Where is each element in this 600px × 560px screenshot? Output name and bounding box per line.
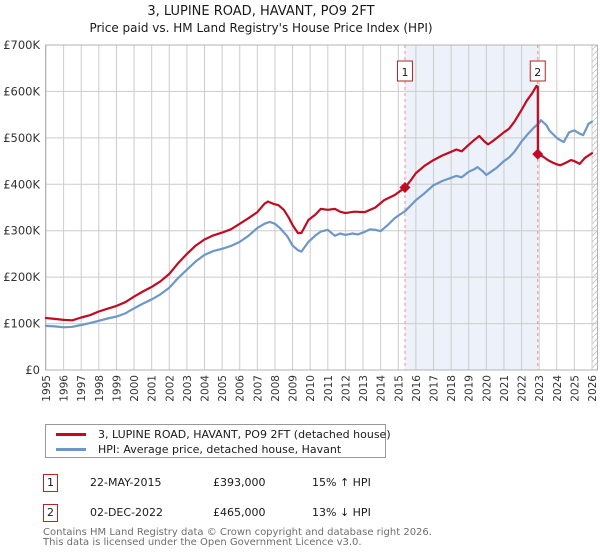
legend: 3, LUPINE ROAD, HAVANT, PO9 2FT (detache… <box>45 424 391 458</box>
sale-2-label-box <box>529 60 546 82</box>
x-axis-tick-label: 2000 <box>129 375 141 402</box>
x-axis-tick-label: 2002 <box>164 375 176 402</box>
sale-1-label: 1 <box>401 66 408 79</box>
x-axis-tick-label: 2020 <box>481 375 493 402</box>
sale-2-price: £465,000 <box>213 506 266 519</box>
x-axis-tick-label: 2025 <box>569 375 581 402</box>
y-axis-tick-label: £400K <box>3 177 40 191</box>
x-axis-tick-label: 2018 <box>446 375 458 402</box>
y-axis-tick-label: £700K <box>3 38 40 52</box>
sale-1-price: £393,000 <box>213 476 266 489</box>
x-axis-tick-label: 2004 <box>200 375 212 402</box>
x-axis-tick-label: 2014 <box>376 375 388 402</box>
x-axis-tick-label: 2012 <box>340 375 352 402</box>
copyright-footer: Contains HM Land Registry data © Crown c… <box>43 528 432 548</box>
property-line-swatch <box>56 433 86 436</box>
footer-line-2: This data is licensed under the Open Gov… <box>43 537 362 548</box>
ownership-shaded-span <box>404 45 538 370</box>
x-axis-tick-label: 2016 <box>411 375 423 402</box>
x-axis-tick-label: 2024 <box>552 375 564 402</box>
page-subtitle: Price paid vs. HM Land Registry's House … <box>89 21 433 35</box>
x-axis-tick-label: 2013 <box>358 375 370 402</box>
sale-1-marker-diamond <box>399 182 411 194</box>
legend-label-property: 3, LUPINE ROAD, HAVANT, PO9 2FT (detache… <box>98 428 391 441</box>
y-axis-tick-label: £0 <box>25 363 40 377</box>
y-axis-tick-label: £500K <box>3 131 40 145</box>
x-axis-tick-label: 2006 <box>235 375 247 402</box>
plot-border <box>45 44 598 371</box>
x-axis-tick-label: 2008 <box>270 375 282 402</box>
sale-2-label: 2 <box>534 66 541 79</box>
x-axis-tick-label: 1998 <box>94 375 106 402</box>
x-axis-tick-label: 2001 <box>147 375 159 402</box>
x-axis-tick-label: 1997 <box>76 375 88 402</box>
y-axis-tick-label: £200K <box>3 270 40 284</box>
x-axis-tick-label: 2026 <box>587 375 599 402</box>
x-axis-tick-label: 2003 <box>182 375 194 402</box>
legend-item-hpi: HPI: Average price, detached house, Hava… <box>56 442 385 457</box>
x-axis-tick-label: 2009 <box>288 375 300 402</box>
x-axis-tick-label: 2015 <box>393 375 405 402</box>
x-axis-tick-label: 2010 <box>305 375 317 402</box>
footer-line-1: Contains HM Land Registry data © Crown c… <box>43 527 432 538</box>
sale-1-label-box <box>396 60 413 82</box>
hpi-line-swatch <box>56 448 86 451</box>
x-axis-tick-label: 2021 <box>499 375 511 402</box>
sale-1-date: 22-MAY-2015 <box>90 476 162 489</box>
sale-2-marker-diamond <box>532 148 544 160</box>
property-price-line <box>44 84 594 322</box>
x-axis-tick-label: 2019 <box>464 375 476 402</box>
sale-2-date: 02-DEC-2022 <box>90 506 164 519</box>
y-axis-tick-label: £300K <box>3 224 40 238</box>
x-axis-tick-label: 1999 <box>111 375 123 402</box>
x-axis-tick-label: 2023 <box>534 375 546 402</box>
sale-2-hpi-diff: 13% ↓ HPI <box>312 506 371 519</box>
y-axis-tick-label: £600K <box>3 84 40 98</box>
page-title: 3, LUPINE ROAD, HAVANT, PO9 2FT <box>147 4 375 19</box>
x-axis-tick-label: 1996 <box>59 375 71 402</box>
sale-1-hpi-diff: 15% ↑ HPI <box>312 476 371 489</box>
hpi-line <box>44 119 594 329</box>
x-axis-tick-label: 2011 <box>323 375 335 402</box>
x-axis-tick-label: 2022 <box>517 375 529 402</box>
legend-item-property: 3, LUPINE ROAD, HAVANT, PO9 2FT (detache… <box>56 427 391 442</box>
x-axis-tick-label: 2005 <box>217 375 229 402</box>
x-axis-tick-label: 2007 <box>252 375 264 402</box>
sale-1-number-badge: 1 <box>43 474 58 492</box>
legend-label-hpi: HPI: Average price, detached house, Hava… <box>98 443 342 456</box>
x-axis-tick-label: 1995 <box>41 375 53 402</box>
y-axis-tick-label: £100K <box>3 317 40 331</box>
sale-2-number-badge: 2 <box>43 504 58 522</box>
x-axis-tick-label: 2017 <box>428 375 440 402</box>
future-hatched-strip <box>592 45 598 370</box>
